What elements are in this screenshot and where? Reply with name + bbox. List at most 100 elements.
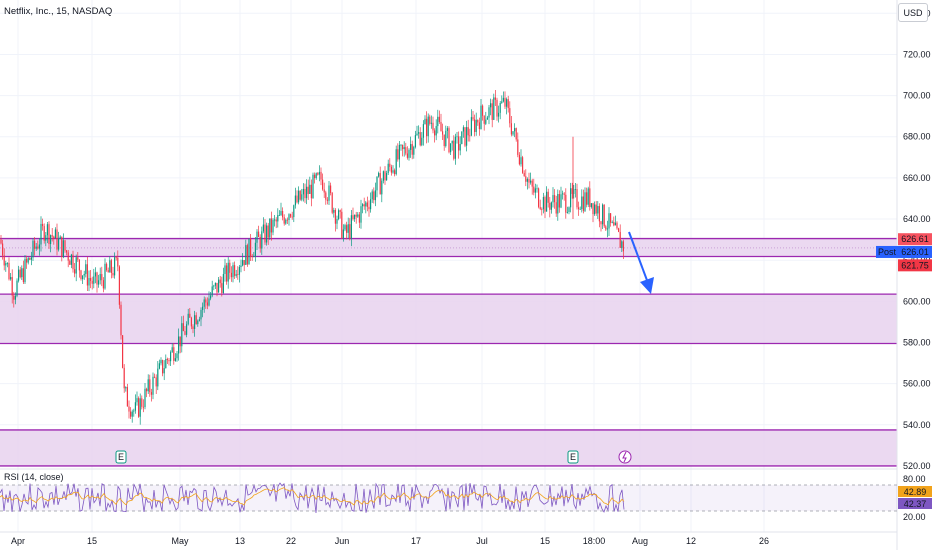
candle-body [525, 176, 527, 182]
candle-body [339, 210, 341, 212]
rsi-value-b: 42.37 [904, 499, 927, 509]
candle-body [374, 190, 376, 201]
candle-body [469, 135, 471, 137]
candle-body [563, 193, 565, 195]
candle-body [274, 219, 276, 221]
arrow-head [640, 277, 654, 294]
candle-body [18, 269, 20, 281]
candle-body [123, 367, 125, 389]
candle-body [146, 388, 148, 392]
candle-body [555, 202, 557, 214]
candle-body [371, 191, 373, 200]
candle-body [232, 265, 234, 278]
candle-body [341, 211, 343, 239]
zone-3 [0, 429, 897, 466]
y-tick-label: 640.00 [903, 214, 931, 224]
candle-body [74, 269, 76, 274]
candle-body [616, 222, 618, 229]
candle-body [314, 174, 316, 179]
x-tick-label: 13 [235, 536, 245, 546]
candle-body [214, 282, 216, 286]
candle-body [187, 313, 189, 325]
earnings-label: E [118, 452, 124, 462]
candle-body [549, 202, 551, 210]
candle-body [165, 358, 167, 369]
candle-body [251, 256, 253, 258]
candle-body [85, 264, 87, 274]
candle-body [226, 265, 228, 282]
candle-body [539, 206, 541, 210]
candle-body [344, 225, 346, 230]
candle-body [96, 272, 98, 285]
candle-body [520, 157, 522, 165]
candle-body [243, 260, 245, 265]
candle-body [179, 336, 181, 347]
candle-body [467, 127, 469, 136]
candle-body [174, 358, 176, 361]
y-tick-label: 600.00 [903, 296, 931, 306]
price-tags: 626.61 626.01 621.75 Post [876, 233, 932, 272]
rsi-lower-label: 20.00 [903, 512, 926, 522]
candle-body [491, 103, 493, 120]
candle-body [550, 202, 552, 210]
candle-body [222, 274, 224, 293]
candle-body [320, 171, 322, 180]
candle-body [258, 231, 260, 237]
candle-body [150, 392, 152, 395]
candle-body [557, 194, 559, 214]
candle-body [29, 258, 31, 260]
rsi-value-a: 42.89 [904, 487, 927, 497]
candle-body [269, 218, 271, 238]
candle-body [542, 197, 544, 210]
candle-body [94, 272, 96, 277]
candle-body [88, 277, 90, 286]
candle-body [592, 203, 594, 215]
candle-body [414, 135, 416, 147]
candle-body [442, 131, 444, 135]
candle-body [349, 224, 351, 239]
candle-body [270, 218, 272, 233]
candle-body [10, 277, 12, 280]
candle-body [218, 279, 220, 293]
candle-body [240, 265, 242, 268]
candle-body [405, 147, 407, 154]
candle-body [490, 103, 492, 108]
forecast-arrow[interactable] [628, 231, 654, 294]
candle-body [242, 260, 244, 266]
rsi-pane[interactable]: 80.00 42.89 42.37 20.00 [0, 468, 932, 522]
candle-body [42, 223, 44, 227]
candle-body [254, 242, 256, 257]
candle-body [202, 306, 204, 310]
candle-body [86, 264, 88, 286]
candle-body [160, 360, 162, 364]
candle-body [112, 272, 114, 276]
candle-body [296, 195, 298, 203]
candle-body [614, 222, 616, 226]
candle-body [445, 130, 447, 147]
candle-body [45, 235, 47, 241]
candle-body [298, 190, 300, 203]
currency-button[interactable]: USD [898, 3, 928, 22]
candle-body [210, 295, 212, 299]
candle-body [186, 324, 188, 335]
candle-body [456, 136, 458, 138]
candle-body [189, 313, 191, 318]
candle-body [346, 225, 348, 233]
candle-body [227, 262, 229, 282]
candle-body [394, 170, 396, 175]
candle-body [34, 240, 36, 249]
candle-body [245, 245, 247, 265]
candle-body [582, 196, 584, 211]
candle-body [510, 123, 512, 135]
candle-body [208, 298, 210, 306]
time-axis[interactable]: Apr 15 May 13 22 Jun 17 Jul 15 18:00 Aug 12 26 [0, 531, 897, 546]
price-tag-upper-bg [898, 233, 932, 246]
candle-body [531, 180, 533, 187]
candle-body [446, 128, 448, 131]
price-axis[interactable]: 520.00540.00560.00580.00600.00620.00640.… [896, 0, 931, 550]
candle-body [386, 173, 388, 181]
candle-body [381, 180, 383, 195]
candle-body [253, 256, 255, 258]
